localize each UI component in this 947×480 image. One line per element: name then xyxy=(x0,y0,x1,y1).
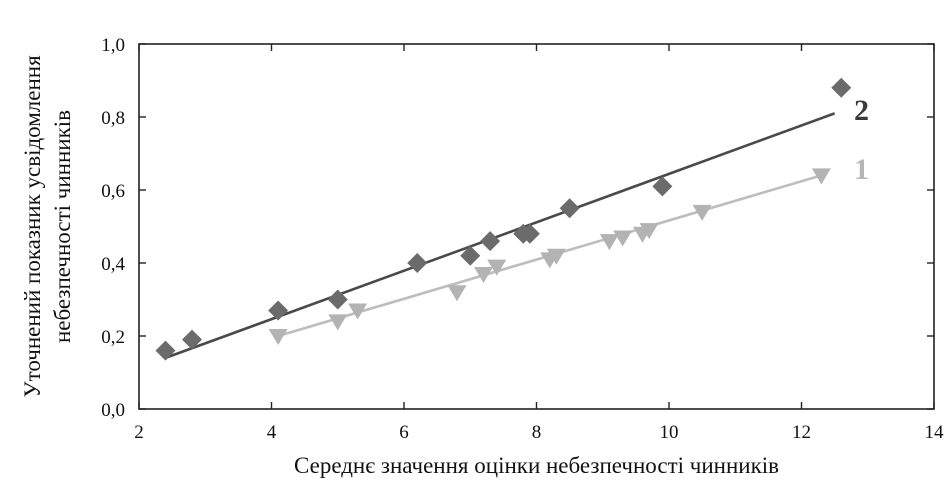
x-tick-label: 2 xyxy=(134,422,144,443)
marker-series-2 xyxy=(182,329,202,350)
marker-series-1 xyxy=(639,223,659,240)
y-tick-label: 0,4 xyxy=(101,254,125,275)
x-tick-label: 4 xyxy=(267,422,277,443)
marker-series-2 xyxy=(480,231,501,252)
tick-labels: 2 4 6 8 10 12 140,00,20,40,60,81,0 xyxy=(101,35,944,443)
marker-series-1 xyxy=(599,234,619,251)
marker-series-2 xyxy=(831,77,852,98)
marker-series-1 xyxy=(692,204,712,221)
plot-frame xyxy=(138,43,935,410)
fit-line-series-2 xyxy=(165,112,836,360)
marker-series-1 xyxy=(474,266,493,283)
marker-series-2 xyxy=(519,223,540,244)
marker-series-1 xyxy=(328,314,348,331)
x-axis-label: Середнє значення оцінки небезпечності чи… xyxy=(294,453,779,478)
y-tick-label: 1,0 xyxy=(101,35,125,56)
data-markers xyxy=(155,77,852,361)
y-axis-label-line-2: небезпечності чинників xyxy=(50,110,75,343)
marker-series-1 xyxy=(348,303,368,320)
x-tick-label: 14 xyxy=(925,422,945,443)
marker-series-2 xyxy=(155,340,176,361)
marker-series-2 xyxy=(460,245,481,266)
ticks xyxy=(138,43,935,410)
y-axis-label-line-1: Уточнений показник усвідомлення xyxy=(20,55,45,398)
marker-series-1 xyxy=(811,168,831,185)
series-label-2: 2 xyxy=(854,94,869,127)
y-tick-label: 0,2 xyxy=(101,327,125,348)
marker-series-2 xyxy=(652,176,673,197)
marker-series-1 xyxy=(268,329,288,345)
x-tick-label: 8 xyxy=(532,422,542,443)
marker-series-1 xyxy=(447,285,467,302)
marker-series-2 xyxy=(407,253,428,273)
marker-series-1 xyxy=(487,259,507,276)
series-label-1: 1 xyxy=(854,153,869,186)
marker-series-2 xyxy=(268,300,289,321)
marker-series-1 xyxy=(546,248,566,265)
x-tick-label: 12 xyxy=(792,422,811,443)
marker-series-1 xyxy=(613,230,633,247)
y-tick-label: 0,6 xyxy=(101,181,125,202)
x-tick-label: 6 xyxy=(399,422,409,443)
marker-series-2 xyxy=(559,198,580,219)
x-tick-label: 10 xyxy=(660,422,679,443)
y-tick-label: 0,0 xyxy=(101,400,125,421)
y-tick-label: 0,8 xyxy=(101,108,125,129)
marker-series-2 xyxy=(327,289,348,310)
fit-lines xyxy=(165,112,836,360)
